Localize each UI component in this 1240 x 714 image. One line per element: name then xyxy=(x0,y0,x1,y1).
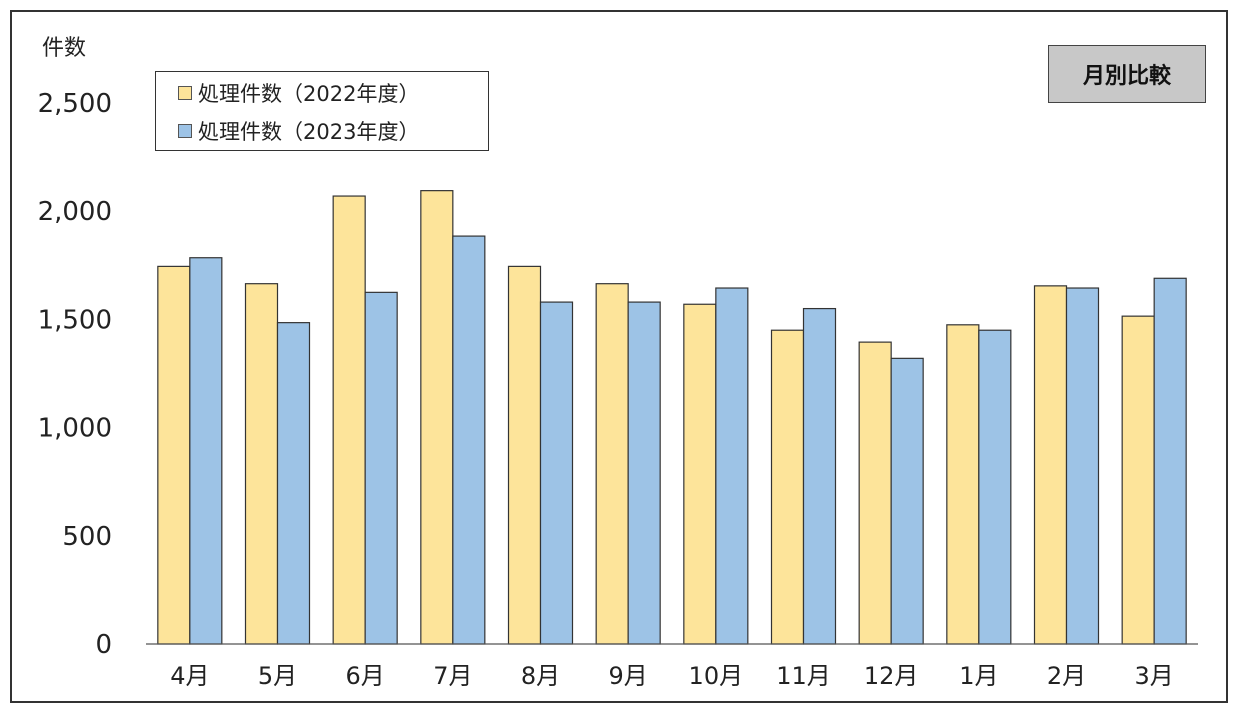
y-tick-label: 500 xyxy=(62,522,112,552)
monthly-comparison-badge: 月別比較 xyxy=(1048,45,1206,103)
y-tick-label: 0 xyxy=(95,630,112,660)
bar-2022 xyxy=(595,283,629,645)
bar-2023 xyxy=(1065,287,1100,645)
bar-2023 xyxy=(802,307,837,645)
x-tick-label: 9月 xyxy=(609,662,648,690)
bar-2023 xyxy=(452,235,486,645)
bar-2022 xyxy=(244,283,279,645)
x-tick-label: 7月 xyxy=(433,662,472,690)
x-tick-label: 11月 xyxy=(776,662,831,690)
y-tick-label: 1,500 xyxy=(38,305,112,335)
bar-2023 xyxy=(276,322,311,645)
legend-label-2022: 処理件数（2022年度） xyxy=(198,82,420,106)
bar-2022 xyxy=(770,329,805,645)
bar-2022 xyxy=(1121,315,1155,645)
bar-2022 xyxy=(946,324,980,645)
y-tick-label: 2,500 xyxy=(38,89,112,119)
bar-2023 xyxy=(189,257,223,645)
legend-swatch-2022 xyxy=(178,86,192,100)
bar-2022 xyxy=(332,195,366,645)
bar-2022 xyxy=(858,341,892,645)
bar-2023 xyxy=(539,301,574,645)
bar-2023 xyxy=(890,357,924,645)
x-tick-label: 4月 xyxy=(170,662,209,690)
x-tick-label: 1月 xyxy=(959,662,998,690)
bar-2023 xyxy=(364,291,398,645)
legend-item-2022: 処理件数（2022年度） xyxy=(178,78,419,108)
bar-2022 xyxy=(1033,285,1068,645)
legend: 処理件数（2022年度） 処理件数（2023年度） xyxy=(155,71,489,151)
x-tick-label: 3月 xyxy=(1135,662,1174,690)
y-tick-label: 1,000 xyxy=(38,414,112,444)
bar-2022 xyxy=(420,190,454,645)
y-tick-label: 2,000 xyxy=(38,197,112,227)
x-tick-label: 2月 xyxy=(1047,662,1086,690)
legend-label-2023: 処理件数（2023年度） xyxy=(198,120,420,144)
x-tick-label: 12月 xyxy=(864,662,919,690)
legend-swatch-2023 xyxy=(178,124,192,138)
bar-2023 xyxy=(1153,277,1187,645)
bar-2023 xyxy=(715,287,749,645)
bar-2022 xyxy=(157,265,191,645)
bar-2023 xyxy=(978,329,1012,645)
chart-frame: 件数 0 500 1,000 1,500 2,000 2,500 4月 5月 6月 7月 8月 9月 10… xyxy=(10,10,1228,703)
bar-2022 xyxy=(507,265,542,645)
y-unit-label: 件数 xyxy=(42,36,86,61)
x-tick-label: 5月 xyxy=(258,662,297,690)
legend-item-2023: 処理件数（2023年度） xyxy=(178,116,419,146)
x-tick-label: 10月 xyxy=(689,662,744,690)
x-tick-label: 8月 xyxy=(521,662,560,690)
bar-2023 xyxy=(627,301,661,645)
bar-2022 xyxy=(683,303,717,645)
bar-chart: 件数 0 500 1,000 1,500 2,000 2,500 4月 5月 6月 7月 8月 9月 10… xyxy=(38,36,1198,690)
x-tick-label: 6月 xyxy=(346,662,385,690)
